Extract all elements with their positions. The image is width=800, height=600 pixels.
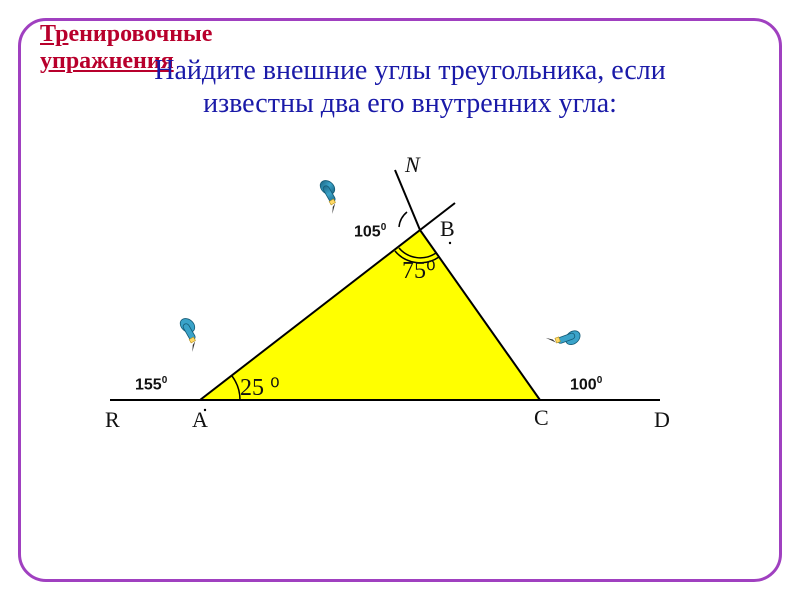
angle-inner-A: 25 ⁰ [240, 373, 280, 402]
line-bn [395, 170, 420, 230]
label-D: D [654, 407, 670, 433]
angle-outer-A: 1550 [135, 375, 167, 394]
geometry-svg [0, 0, 800, 600]
angle-outer-C-sup: 0 [597, 375, 603, 386]
angle-outer-C-val: 100 [570, 376, 597, 393]
label-C: C [534, 405, 549, 431]
angle-outer-A-sup: 0 [162, 375, 168, 386]
arc-angle-b-outer [399, 212, 407, 227]
angle-outer-A-val: 155 [135, 376, 162, 393]
label-R: R [105, 407, 120, 433]
angle-outer-B: 1050 [354, 222, 386, 241]
label-A: A [192, 407, 208, 433]
dot-b [449, 242, 451, 244]
angle-inner-B: 75⁰ [402, 256, 436, 285]
angle-outer-B-sup: 0 [381, 222, 387, 233]
angle-outer-C: 1000 [570, 375, 602, 394]
label-N: N [405, 152, 420, 178]
angle-outer-B-val: 105 [354, 223, 381, 240]
label-B: B [440, 216, 455, 242]
